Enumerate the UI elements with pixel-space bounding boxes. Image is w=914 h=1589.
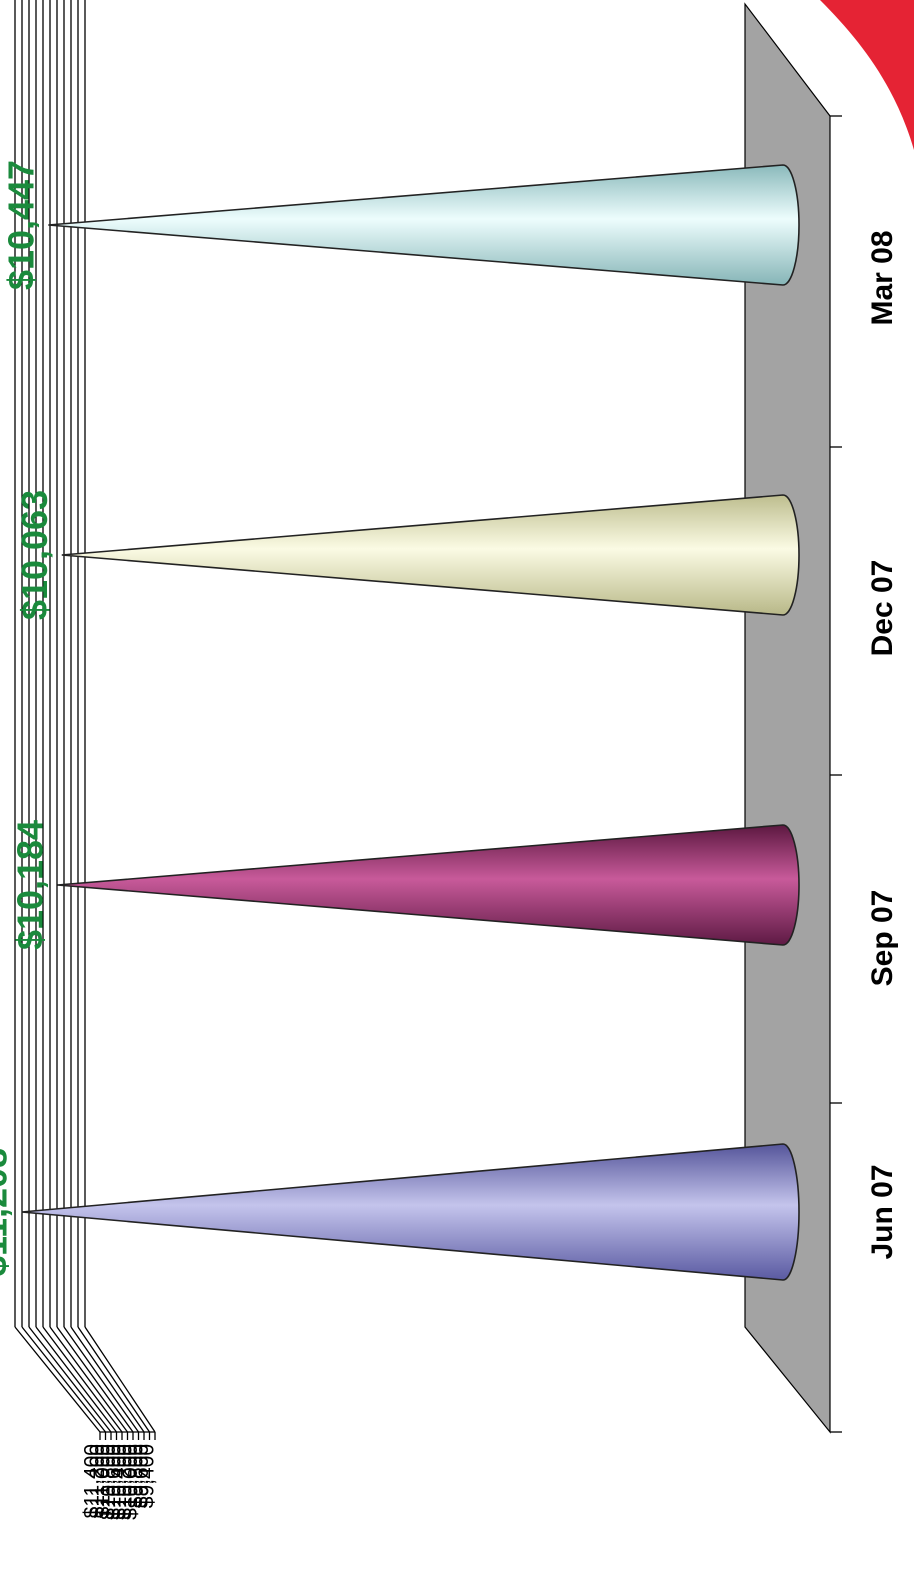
gridline-diagonal (49, 1326, 129, 1433)
value-tick-label: $10,800 (97, 1444, 120, 1520)
value-tick-label: $10,400 (108, 1444, 131, 1520)
category-ticks (830, 115, 842, 1433)
cone-mar-08 (48, 164, 800, 286)
gridline-diagonal (28, 1326, 112, 1433)
data-label: $10,447 (0, 160, 41, 290)
category-label: Dec 07 (866, 560, 899, 657)
cone-sep-07 (57, 824, 800, 946)
chart-floor (744, 2, 831, 1434)
gridline-diagonal (56, 1326, 134, 1433)
value-tick-label: $10,000 (119, 1444, 142, 1520)
cones-layer (21, 164, 800, 1281)
gridlines (14, 0, 156, 1440)
cone-dec-07 (61, 494, 800, 616)
value-tick-label: $11,400 (81, 1444, 104, 1518)
gridline-diagonal (84, 1326, 156, 1433)
gridline-diagonal (21, 1326, 107, 1433)
category-axis-labels: Jun 07 Sep 07 Dec 07 Mar 08 (866, 230, 899, 1259)
value-tick-label: $10,200 (114, 1444, 137, 1520)
category-label: Mar 08 (866, 230, 899, 325)
data-label: $11,208 (0, 1148, 15, 1276)
gridline-diagonal (77, 1326, 151, 1433)
gridline-diagonal (70, 1326, 145, 1433)
gridline-diagonal (35, 1326, 118, 1433)
gridline-diagonal (63, 1326, 140, 1433)
value-axis-labels: $9,400$9,600$9,800$10,000$10,200$10,400$… (81, 1444, 159, 1520)
value-tick-label: $9,400 (136, 1444, 159, 1508)
data-label: $10,063 (14, 490, 55, 620)
value-tick-label: $11,200 (86, 1444, 109, 1518)
value-tick-label: $10,600 (103, 1444, 126, 1520)
value-tick-label: $9,600 (130, 1444, 153, 1508)
gridline-diagonal (42, 1326, 123, 1433)
cone-jun-07 (21, 1143, 800, 1281)
data-label: $10,184 (10, 820, 51, 950)
corner-logo-swoosh (820, 0, 914, 150)
category-label: Jun 07 (866, 1164, 899, 1259)
value-tick-label: $9,800 (125, 1444, 148, 1508)
data-labels: $11,208 $10,184 $10,063 $10,447 (0, 160, 55, 1276)
category-label: Sep 07 (866, 890, 899, 987)
gridline-diagonal (14, 1326, 101, 1433)
value-tick-label: $11,000 (92, 1444, 115, 1518)
